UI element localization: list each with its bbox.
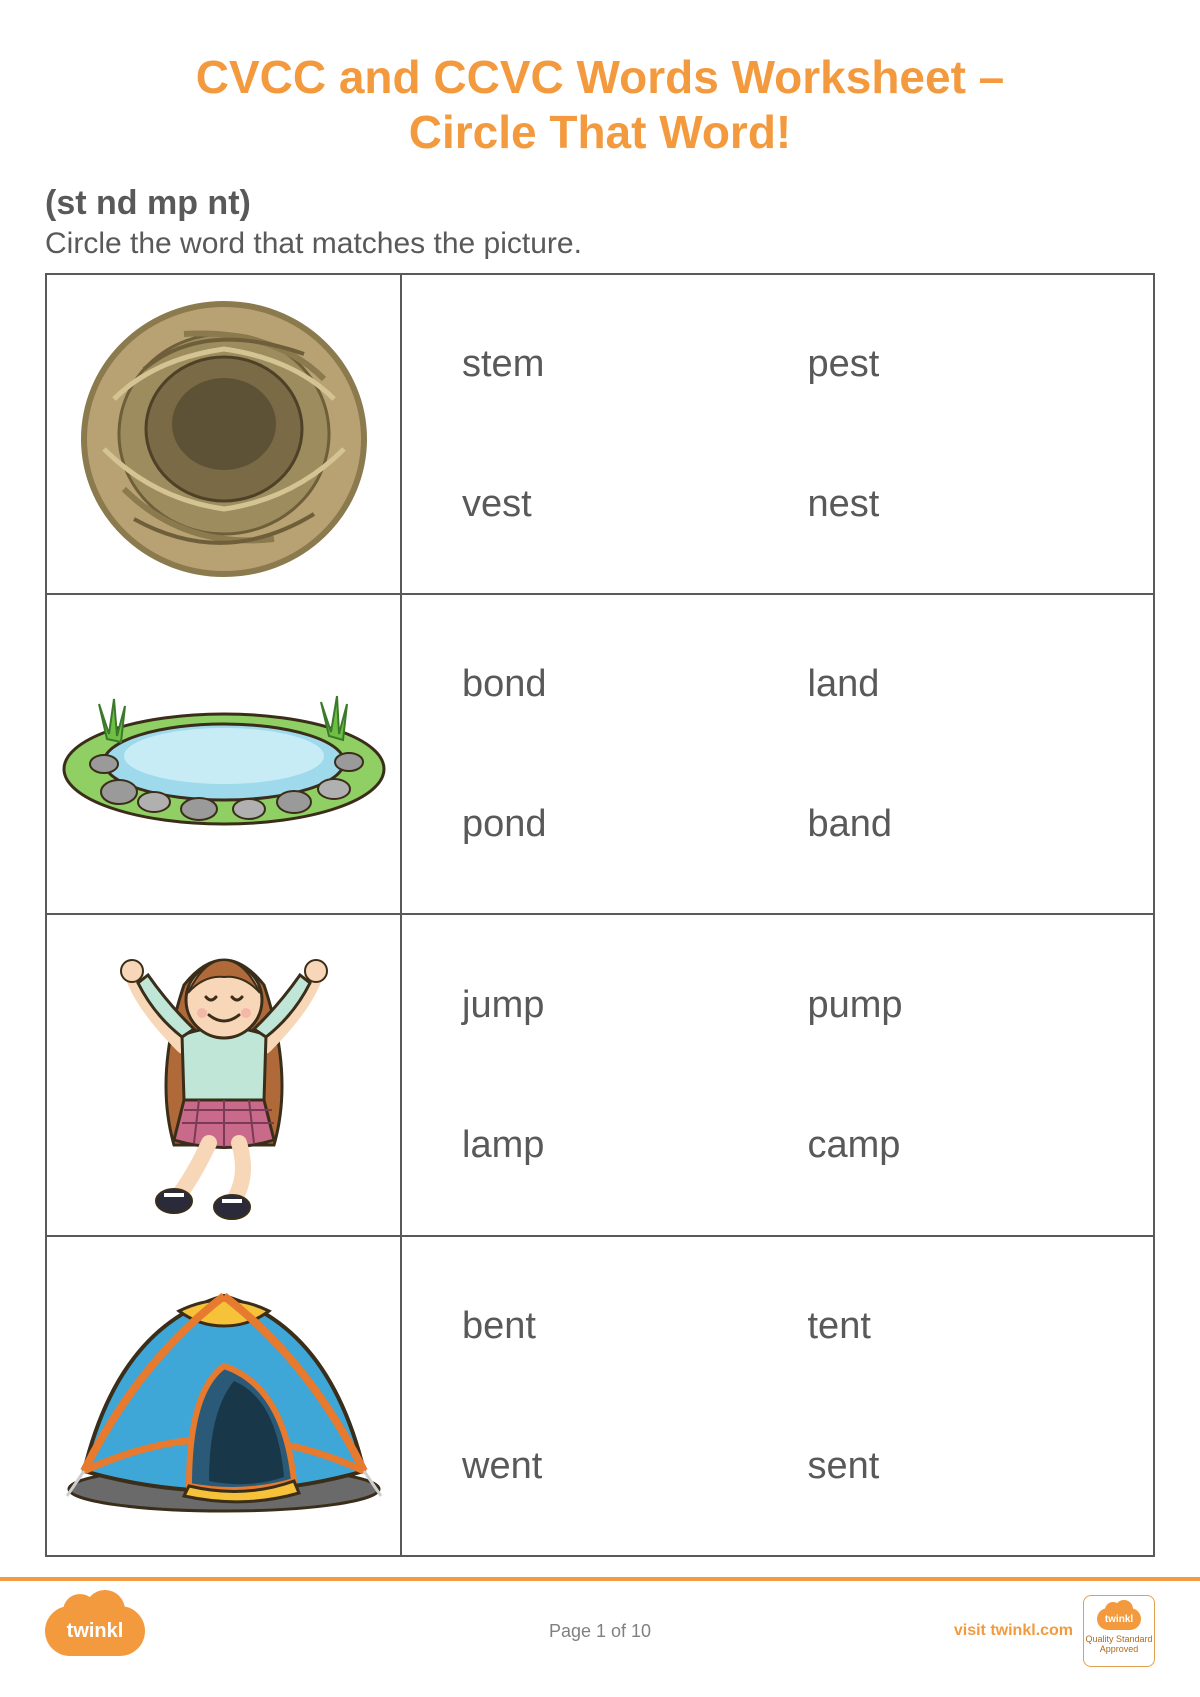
tent-icon — [59, 1271, 389, 1521]
quality-badge: twinkl Quality Standard Approved — [1083, 1595, 1155, 1667]
word-option[interactable]: pest — [778, 343, 1124, 386]
word-option[interactable]: went — [432, 1445, 778, 1488]
worksheet-page: CVCC and CCVC Words Worksheet – Circle T… — [0, 0, 1200, 1557]
word-option[interactable]: lamp — [432, 1124, 778, 1167]
word-grid: bent tent went sent — [432, 1256, 1123, 1536]
jump-icon — [114, 925, 334, 1225]
word-option[interactable]: band — [778, 803, 1124, 846]
image-cell-pond — [46, 594, 401, 914]
pond-icon — [59, 674, 389, 834]
worksheet-table: stem pest vest nest — [45, 273, 1155, 1557]
page-footer: twinkl Page 1 of 10 visit twinkl.com twi… — [0, 1577, 1200, 1667]
words-cell: jump pump lamp camp — [401, 914, 1154, 1236]
mini-brand-logo: twinkl — [1097, 1608, 1141, 1630]
image-cell-tent — [46, 1236, 401, 1556]
word-grid: jump pump lamp camp — [432, 935, 1123, 1215]
word-option[interactable]: tent — [778, 1305, 1124, 1348]
image-cell-jump — [46, 914, 401, 1236]
table-row: jump pump lamp camp — [46, 914, 1154, 1236]
table-row: stem pest vest nest — [46, 274, 1154, 594]
word-option[interactable]: camp — [778, 1124, 1124, 1167]
badge-text: Quality Standard Approved — [1084, 1634, 1154, 1654]
word-option[interactable]: pump — [778, 984, 1124, 1027]
page-title: CVCC and CCVC Words Worksheet – Circle T… — [45, 50, 1155, 160]
words-cell: stem pest vest nest — [401, 274, 1154, 594]
word-option[interactable]: vest — [432, 483, 778, 526]
brand-logo: twinkl — [45, 1606, 145, 1656]
word-option[interactable]: bent — [432, 1305, 778, 1348]
instruction-text: Circle the word that matches the picture… — [45, 227, 1155, 261]
image-cell-nest — [46, 274, 401, 594]
footer-right: visit twinkl.com twinkl Quality Standard… — [954, 1595, 1155, 1667]
word-option[interactable]: nest — [778, 483, 1124, 526]
page-number: Page 1 of 10 — [549, 1621, 651, 1642]
table-row: bent tent went sent — [46, 1236, 1154, 1556]
nest-icon — [74, 289, 374, 579]
words-cell: bond land pond band — [401, 594, 1154, 914]
word-option[interactable]: land — [778, 663, 1124, 706]
visit-link[interactable]: visit twinkl.com — [954, 1622, 1073, 1640]
words-cell: bent tent went sent — [401, 1236, 1154, 1556]
title-line-2: Circle That Word! — [409, 106, 792, 158]
letter-groups: (st nd mp nt) — [45, 184, 1155, 223]
title-line-1: CVCC and CCVC Words Worksheet – — [196, 51, 1005, 103]
brand-text: twinkl — [67, 1620, 124, 1643]
word-option[interactable]: jump — [432, 984, 778, 1027]
word-option[interactable]: pond — [432, 803, 778, 846]
word-option[interactable]: stem — [432, 343, 778, 386]
table-row: bond land pond band — [46, 594, 1154, 914]
word-grid: stem pest vest nest — [432, 294, 1123, 574]
word-grid: bond land pond band — [432, 614, 1123, 894]
word-option[interactable]: bond — [432, 663, 778, 706]
word-option[interactable]: sent — [778, 1445, 1124, 1488]
